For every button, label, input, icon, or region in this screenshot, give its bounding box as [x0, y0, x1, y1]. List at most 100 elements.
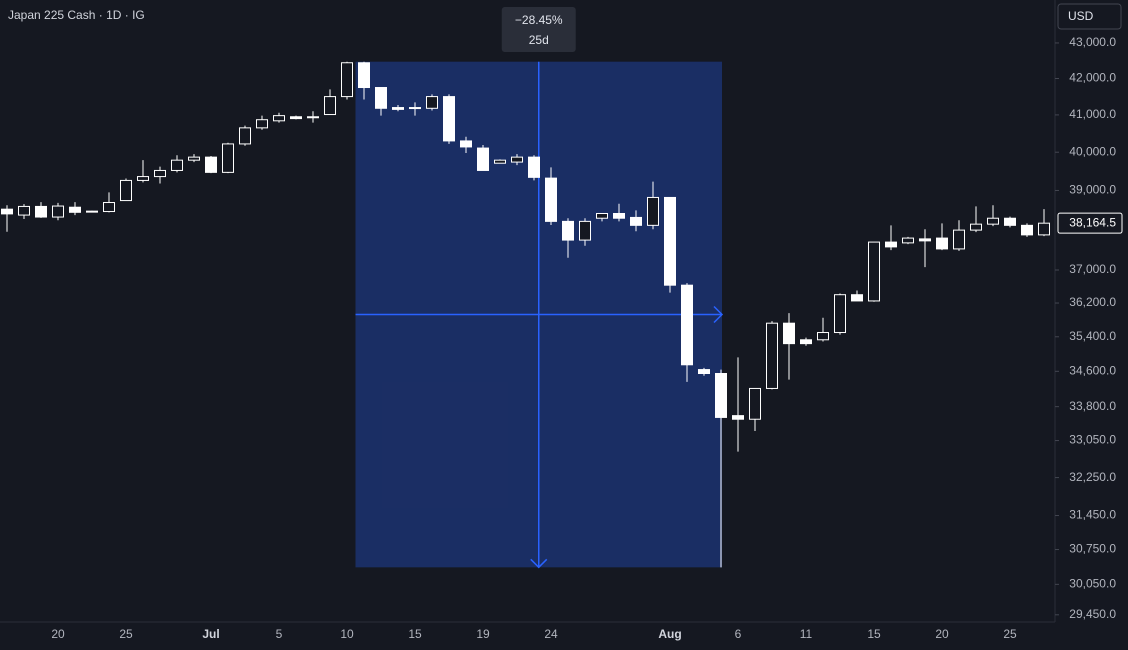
y-tick-label: 36,200.0 — [1069, 295, 1116, 309]
last-price-box — [1057, 212, 1123, 234]
candle-body — [307, 116, 319, 119]
candle-body — [800, 339, 812, 345]
x-tick-label: 6 — [735, 627, 742, 641]
x-tick-label: 11 — [800, 627, 813, 641]
candle-body — [1038, 222, 1050, 236]
candle-body — [392, 107, 404, 110]
measure-change: −28.45% — [515, 13, 563, 27]
x-tick-label: 10 — [340, 627, 354, 641]
y-tick-label: 31,450.0 — [1069, 508, 1116, 522]
candle-body — [715, 373, 727, 418]
candle-body — [885, 241, 897, 248]
candle-body — [936, 237, 948, 250]
candle-body — [817, 332, 829, 341]
candle-body — [953, 229, 965, 250]
candle-body — [834, 294, 846, 334]
candle-body — [154, 169, 166, 178]
candle-body — [239, 127, 251, 145]
candle-body — [579, 220, 591, 241]
measure-v-arrow — [530, 558, 548, 569]
candle-body — [987, 217, 999, 225]
candle-body — [868, 241, 880, 302]
x-tick-label: Jul — [202, 627, 219, 641]
candle-body — [188, 156, 200, 161]
currency-label[interactable]: USD — [1068, 9, 1094, 23]
x-tick-label: 5 — [276, 627, 283, 641]
candle-body — [613, 212, 625, 219]
candle-body — [902, 237, 914, 244]
y-tick-label: 41,000.0 — [1069, 107, 1116, 121]
candle-body — [52, 205, 64, 218]
candle-body — [596, 212, 608, 219]
candle-body — [273, 115, 285, 122]
candle-body — [545, 177, 557, 222]
y-tick-label: 32,250.0 — [1069, 470, 1116, 484]
y-tick-label: 39,000.0 — [1069, 183, 1116, 197]
candle-body — [681, 284, 693, 366]
candle-body — [409, 107, 421, 110]
y-tick-label: 29,450.0 — [1069, 607, 1116, 621]
candle-body — [919, 238, 931, 242]
x-tick-label: 25 — [1003, 627, 1017, 641]
plot-area — [1, 61, 1050, 569]
candle-body — [1, 208, 13, 215]
candle-body — [256, 119, 268, 129]
candle-body — [630, 216, 642, 226]
currency-button-box[interactable] — [1057, 3, 1122, 30]
candle-body — [171, 159, 183, 171]
candle-body — [664, 196, 676, 286]
candle-body — [698, 369, 710, 375]
x-tick-label: 25 — [119, 627, 133, 641]
x-tick-label: Aug — [658, 627, 681, 641]
candle-body — [477, 147, 489, 171]
candle-body — [970, 223, 982, 231]
y-tick-label: 30,750.0 — [1069, 542, 1116, 556]
candle-body — [732, 415, 744, 420]
candle-body — [749, 387, 761, 420]
x-tick-label: 15 — [408, 627, 422, 641]
x-tick-label: 20 — [935, 627, 949, 641]
candle-body — [851, 294, 863, 302]
candle-body — [562, 220, 574, 241]
candle-body — [647, 196, 659, 226]
candle-body — [375, 87, 387, 109]
candle-body — [528, 156, 540, 178]
candle-body — [18, 205, 30, 216]
candle-body — [1021, 224, 1033, 236]
measure-duration: 25d — [529, 33, 549, 47]
candle-body — [222, 143, 234, 173]
y-tick-label: 34,600.0 — [1069, 363, 1116, 377]
candle-body — [494, 159, 506, 164]
y-tick-label: 33,050.0 — [1069, 433, 1116, 447]
y-tick-label: 30,050.0 — [1069, 577, 1116, 591]
candle-body — [443, 96, 455, 142]
candle-body — [69, 206, 81, 213]
currency-button[interactable]: USD — [1057, 3, 1122, 30]
y-tick-label: 33,800.0 — [1069, 399, 1116, 413]
candle-body — [120, 179, 132, 202]
measure-h-arrow — [713, 305, 724, 324]
candle-body — [103, 202, 115, 213]
y-tick-label: 43,000.0 — [1069, 35, 1116, 49]
candle-body — [86, 210, 98, 213]
candle-body — [783, 322, 795, 345]
candle-body — [35, 205, 47, 218]
x-tick-label: 19 — [476, 627, 490, 641]
candle-body — [1004, 217, 1016, 226]
measure-tooltip — [501, 7, 576, 52]
chart-title: Japan 225 Cash · 1D · IG — [8, 8, 145, 22]
candle-body — [324, 96, 336, 116]
y-tick-label: 37,000.0 — [1069, 262, 1116, 276]
candle-body — [205, 156, 217, 173]
candle-body — [766, 322, 778, 389]
y-tick-label: 42,000.0 — [1069, 71, 1116, 85]
candle-body — [358, 62, 370, 89]
candle-body — [460, 140, 472, 148]
candle-body — [137, 176, 149, 181]
y-tick-label: 35,400.0 — [1069, 329, 1116, 343]
x-tick-label: 24 — [544, 627, 558, 641]
x-tick-label: 20 — [51, 627, 65, 641]
